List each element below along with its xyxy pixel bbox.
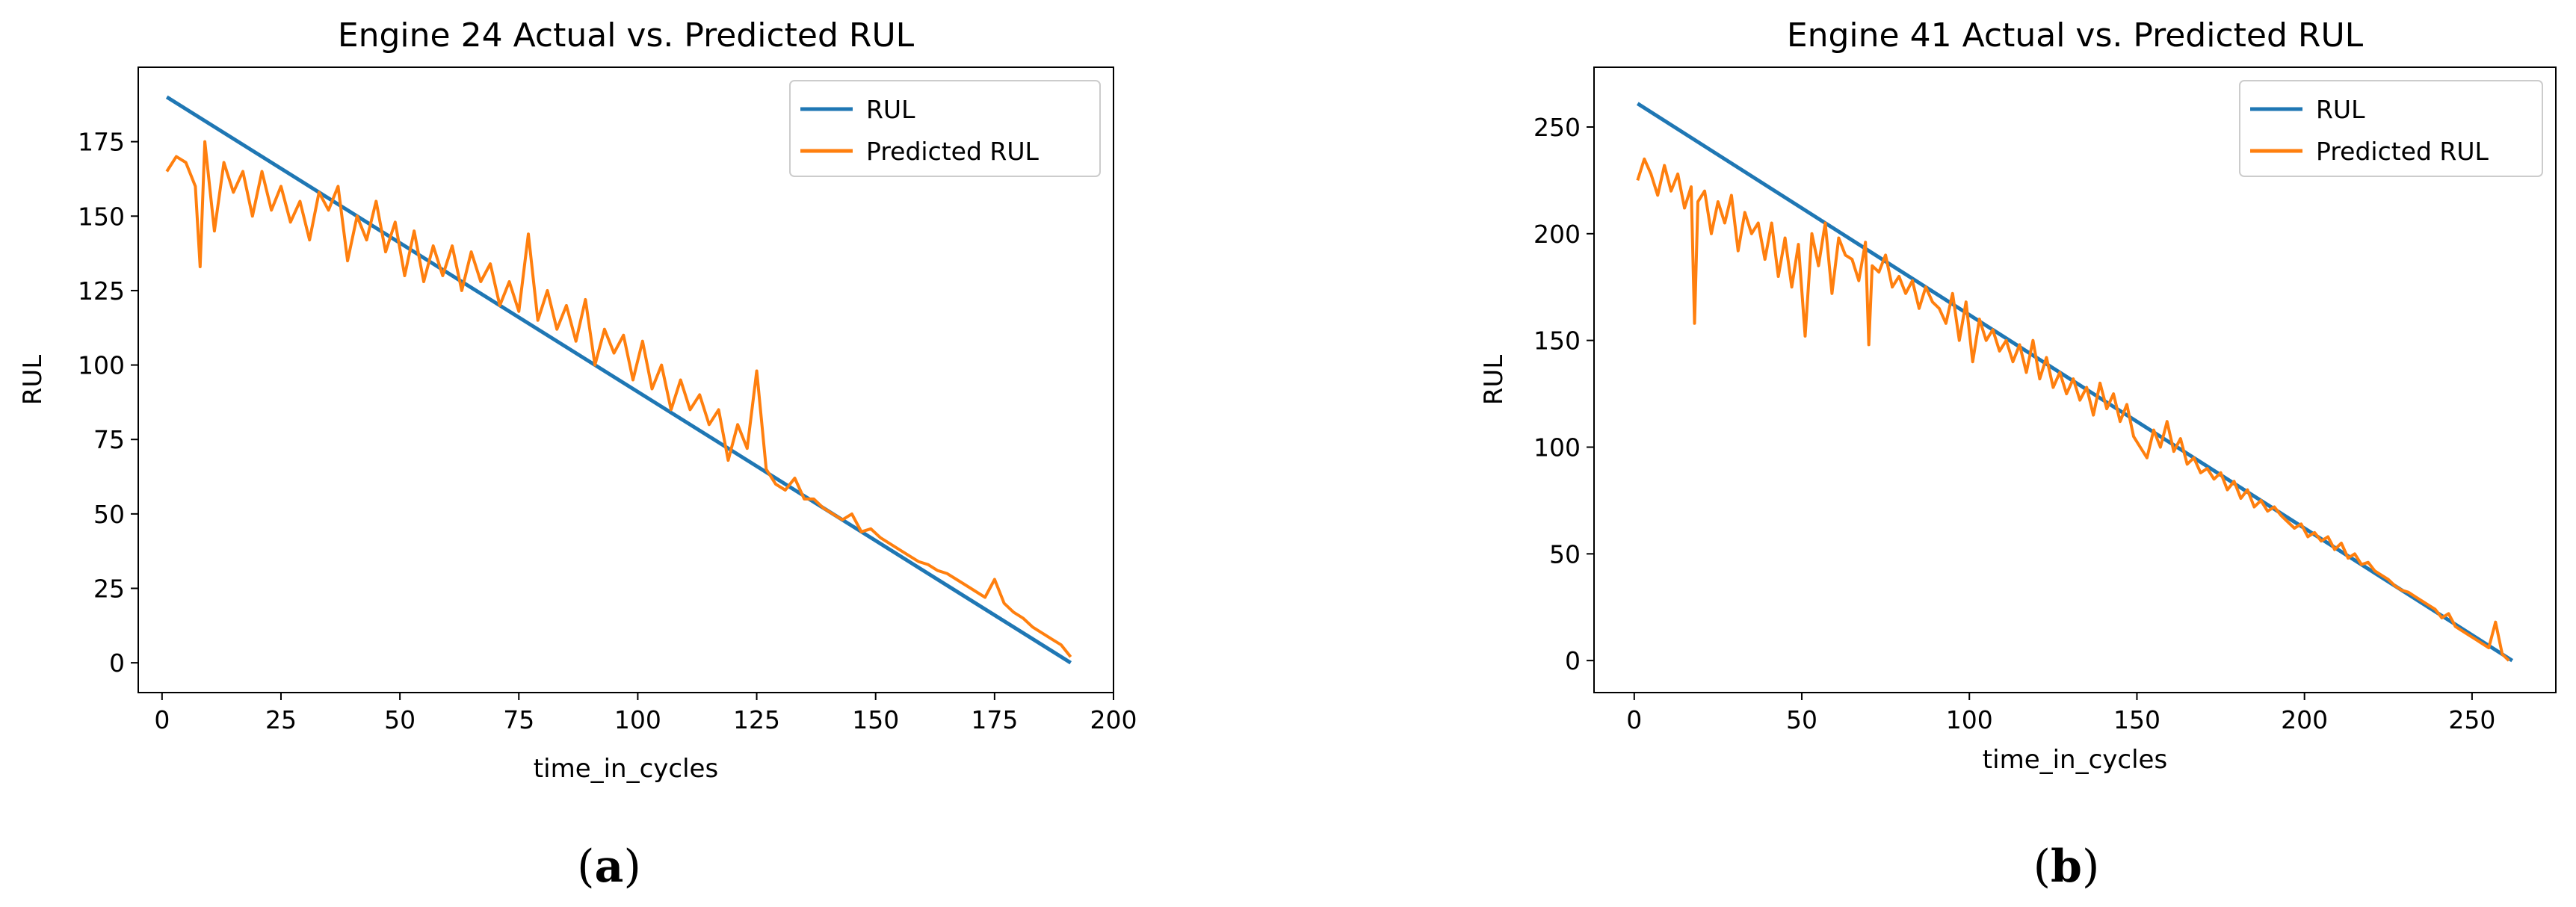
legend-label: RUL bbox=[866, 95, 915, 124]
legend-label: Predicted RUL bbox=[866, 137, 1039, 166]
x-tick-label: 125 bbox=[733, 705, 780, 734]
series-line-predicted-rul bbox=[165, 140, 1072, 658]
x-tick-label: 150 bbox=[2113, 705, 2160, 734]
y-tick-label: 175 bbox=[78, 128, 125, 157]
legend: RUL Predicted RUL bbox=[2239, 80, 2543, 177]
legend-label: Predicted RUL bbox=[2316, 137, 2489, 166]
y-tick-label: 0 bbox=[1565, 646, 1581, 675]
x-tick-label: 150 bbox=[852, 705, 899, 734]
caption-paren: ( bbox=[2033, 841, 2051, 893]
y-tick-label: 50 bbox=[93, 500, 125, 529]
x-tick-label: 200 bbox=[2281, 705, 2328, 734]
series-line-rul bbox=[165, 95, 1072, 665]
caption-paren: ) bbox=[2082, 841, 2099, 893]
y-tick-label: 75 bbox=[93, 425, 125, 454]
x-axis-label: time_in_cycles bbox=[1983, 745, 2167, 775]
x-tick-label: 25 bbox=[265, 705, 297, 734]
legend: RUL Predicted RUL bbox=[789, 80, 1101, 177]
chart-a: Engine 24 Actual vs. Predicted RUL 0 25 50 7… bbox=[18, 16, 1137, 893]
x-tick-label: 0 bbox=[154, 705, 170, 734]
y-axis-label: RUL bbox=[18, 355, 48, 406]
x-tick-label: 250 bbox=[2448, 705, 2495, 734]
y-tick-label: 100 bbox=[1533, 433, 1581, 462]
plot-frame bbox=[138, 66, 1114, 693]
x-tick-label: 175 bbox=[971, 705, 1018, 734]
x-axis-label: time_in_cycles bbox=[534, 754, 718, 784]
x-tick-label: 50 bbox=[1786, 705, 1817, 734]
chart-title: Engine 24 Actual vs. Predicted RUL bbox=[338, 16, 915, 55]
y-tick-label: 25 bbox=[93, 575, 125, 604]
y-tick-label: 200 bbox=[1533, 220, 1581, 249]
legend-box bbox=[2239, 80, 2543, 177]
y-tick-label: 250 bbox=[1533, 113, 1581, 142]
y-tick-label: 125 bbox=[78, 276, 125, 306]
x-tick-label: 50 bbox=[384, 705, 416, 734]
y-tick-label: 0 bbox=[109, 648, 125, 678]
figure-caption: (a) bbox=[577, 841, 641, 893]
x-tick-label: 75 bbox=[503, 705, 534, 734]
x-tick-label: 0 bbox=[1626, 705, 1642, 734]
y-axis-label: RUL bbox=[1479, 355, 1509, 406]
legend-label: RUL bbox=[2316, 95, 2365, 124]
y-tick-label: 50 bbox=[1549, 539, 1581, 569]
x-tick-label: 200 bbox=[1090, 705, 1137, 734]
figure-caption: (b) bbox=[2033, 841, 2100, 893]
caption-paren: ) bbox=[623, 841, 640, 893]
y-tick-label: 100 bbox=[78, 351, 125, 380]
legend-box bbox=[789, 80, 1101, 177]
y-tick-label: 150 bbox=[1533, 326, 1581, 356]
y-tick-label: 150 bbox=[78, 202, 125, 231]
plot-frame bbox=[1593, 66, 2557, 693]
caption-paren: ( bbox=[577, 841, 594, 893]
caption-letter: b bbox=[2051, 841, 2082, 893]
x-tick-label: 100 bbox=[1946, 705, 1993, 734]
chart-b: Engine 41 Actual vs. Predicted RUL 0 50 100… bbox=[1479, 16, 2557, 893]
series-line-predicted-rul bbox=[1636, 157, 2510, 662]
caption-letter: a bbox=[595, 841, 624, 893]
x-tick-label: 100 bbox=[614, 705, 661, 734]
chart-title: Engine 41 Actual vs. Predicted RUL bbox=[1787, 16, 2364, 55]
